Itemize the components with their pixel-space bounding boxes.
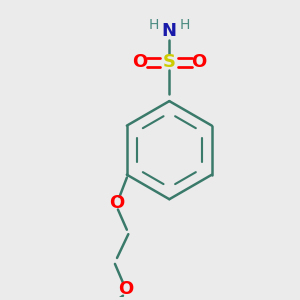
Text: O: O	[191, 53, 206, 71]
Text: O: O	[118, 280, 133, 298]
Text: O: O	[109, 194, 124, 212]
Text: H: H	[180, 18, 190, 32]
Text: N: N	[162, 22, 177, 40]
Text: H: H	[149, 18, 159, 32]
Text: O: O	[132, 53, 148, 71]
Text: S: S	[163, 53, 176, 71]
